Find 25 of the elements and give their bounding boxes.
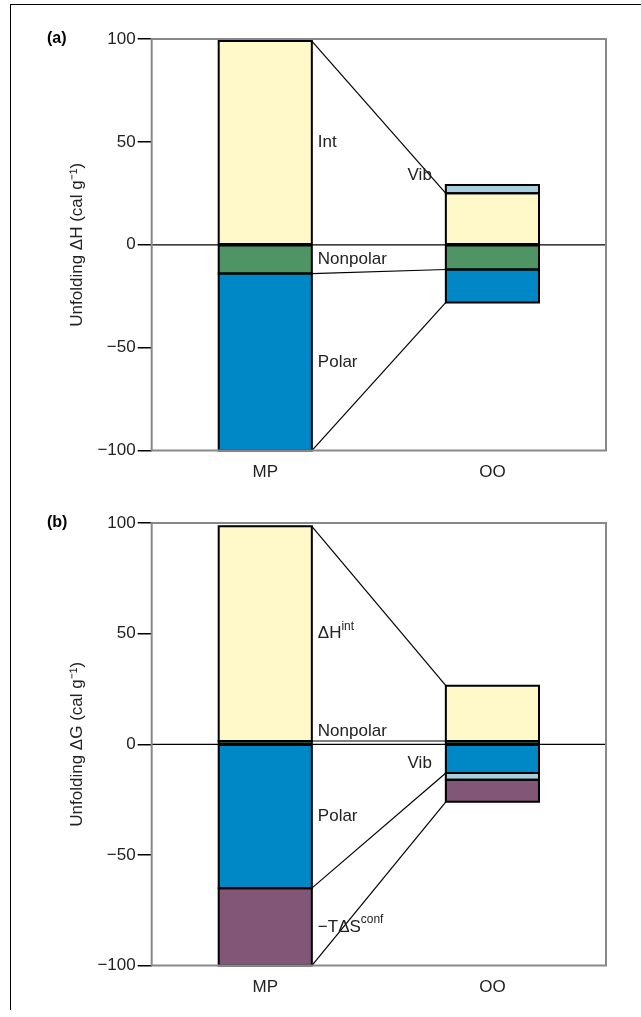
- y-axis-title: Unfolding ΔH (cal g⁻¹): [66, 162, 86, 327]
- series-label: Polar: [317, 806, 358, 826]
- y-tick-label: 50: [116, 623, 136, 643]
- x-tick-label: OO: [479, 462, 506, 482]
- y-tick-label: −50: [106, 844, 136, 864]
- y-tick-label: −100: [97, 440, 136, 460]
- x-tick-label: OO: [479, 977, 506, 997]
- x-tick-label: MP: [252, 977, 279, 997]
- series-label: Nonpolar: [317, 721, 388, 741]
- y-tick-label: 100: [107, 28, 136, 48]
- series-label: Vib: [407, 753, 432, 773]
- series-label: Nonpolar: [317, 249, 388, 269]
- y-tick-label: 0: [126, 733, 136, 753]
- y-tick-label: 0: [126, 234, 136, 254]
- y-tick-label: −50: [106, 337, 136, 357]
- series-label: Int: [317, 132, 338, 152]
- y-tick-label: −100: [97, 955, 136, 975]
- y-axis-title: Unfolding ΔG (cal g⁻¹): [66, 661, 86, 827]
- chart-title: (a): [47, 29, 67, 47]
- y-tick-label: 50: [116, 131, 136, 151]
- series-label: Vib: [407, 165, 432, 185]
- x-tick-label: MP: [252, 462, 279, 482]
- chart-title: (b): [47, 513, 68, 531]
- y-tick-label: 100: [107, 512, 136, 532]
- series-label: Polar: [317, 351, 358, 371]
